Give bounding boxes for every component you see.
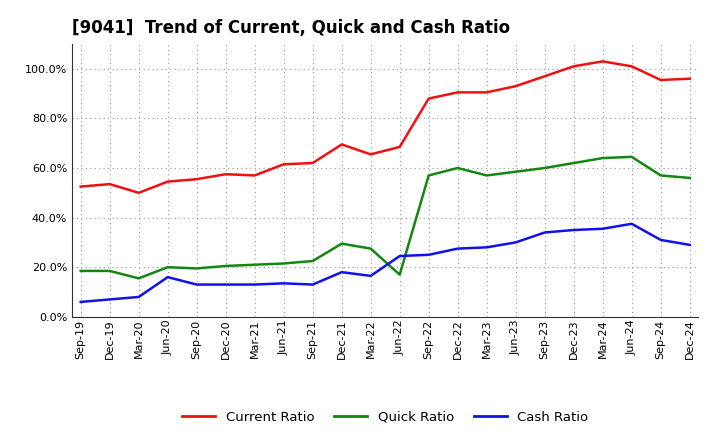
Quick Ratio (454, 165, 462, 171)
Cash Ratio (221, 282, 230, 287)
Current Ratio (482, 90, 491, 95)
Quick Ratio (338, 241, 346, 246)
Current Ratio (454, 90, 462, 95)
Cash Ratio (511, 240, 520, 245)
Quick Ratio (308, 258, 317, 264)
Quick Ratio (424, 173, 433, 178)
Cash Ratio (541, 230, 549, 235)
Current Ratio (221, 172, 230, 177)
Current Ratio (251, 173, 259, 178)
Quick Ratio (685, 175, 694, 180)
Quick Ratio (482, 173, 491, 178)
Quick Ratio (221, 263, 230, 268)
Cash Ratio (279, 281, 288, 286)
Current Ratio (424, 96, 433, 101)
Quick Ratio (135, 276, 143, 281)
Cash Ratio (251, 282, 259, 287)
Current Ratio (192, 176, 201, 182)
Cash Ratio (366, 273, 375, 279)
Current Ratio (135, 190, 143, 195)
Cash Ratio (192, 282, 201, 287)
Quick Ratio (366, 246, 375, 251)
Current Ratio (598, 59, 607, 64)
Quick Ratio (570, 161, 578, 166)
Quick Ratio (541, 165, 549, 171)
Quick Ratio (192, 266, 201, 271)
Cash Ratio (598, 226, 607, 231)
Quick Ratio (627, 154, 636, 159)
Cash Ratio (105, 297, 114, 302)
Current Ratio (163, 179, 172, 184)
Current Ratio (570, 64, 578, 69)
Quick Ratio (105, 268, 114, 274)
Quick Ratio (395, 272, 404, 277)
Cash Ratio (627, 221, 636, 227)
Cash Ratio (308, 282, 317, 287)
Current Ratio (105, 181, 114, 187)
Line: Cash Ratio: Cash Ratio (81, 224, 690, 302)
Quick Ratio (279, 261, 288, 266)
Cash Ratio (163, 275, 172, 280)
Current Ratio (76, 184, 85, 189)
Cash Ratio (454, 246, 462, 251)
Cash Ratio (570, 227, 578, 233)
Text: [9041]  Trend of Current, Quick and Cash Ratio: [9041] Trend of Current, Quick and Cash … (72, 19, 510, 37)
Cash Ratio (482, 245, 491, 250)
Cash Ratio (395, 253, 404, 259)
Line: Current Ratio: Current Ratio (81, 61, 690, 193)
Cash Ratio (685, 242, 694, 248)
Current Ratio (541, 73, 549, 79)
Current Ratio (657, 77, 665, 83)
Current Ratio (395, 144, 404, 150)
Current Ratio (366, 152, 375, 157)
Current Ratio (308, 161, 317, 166)
Quick Ratio (657, 173, 665, 178)
Current Ratio (338, 142, 346, 147)
Cash Ratio (135, 294, 143, 300)
Cash Ratio (76, 299, 85, 304)
Cash Ratio (424, 252, 433, 257)
Cash Ratio (338, 270, 346, 275)
Line: Quick Ratio: Quick Ratio (81, 157, 690, 279)
Current Ratio (511, 84, 520, 89)
Quick Ratio (598, 155, 607, 161)
Quick Ratio (251, 262, 259, 268)
Quick Ratio (163, 264, 172, 270)
Current Ratio (685, 76, 694, 81)
Cash Ratio (657, 237, 665, 242)
Current Ratio (627, 64, 636, 69)
Quick Ratio (511, 169, 520, 174)
Quick Ratio (76, 268, 85, 274)
Legend: Current Ratio, Quick Ratio, Cash Ratio: Current Ratio, Quick Ratio, Cash Ratio (182, 411, 588, 424)
Current Ratio (279, 161, 288, 167)
